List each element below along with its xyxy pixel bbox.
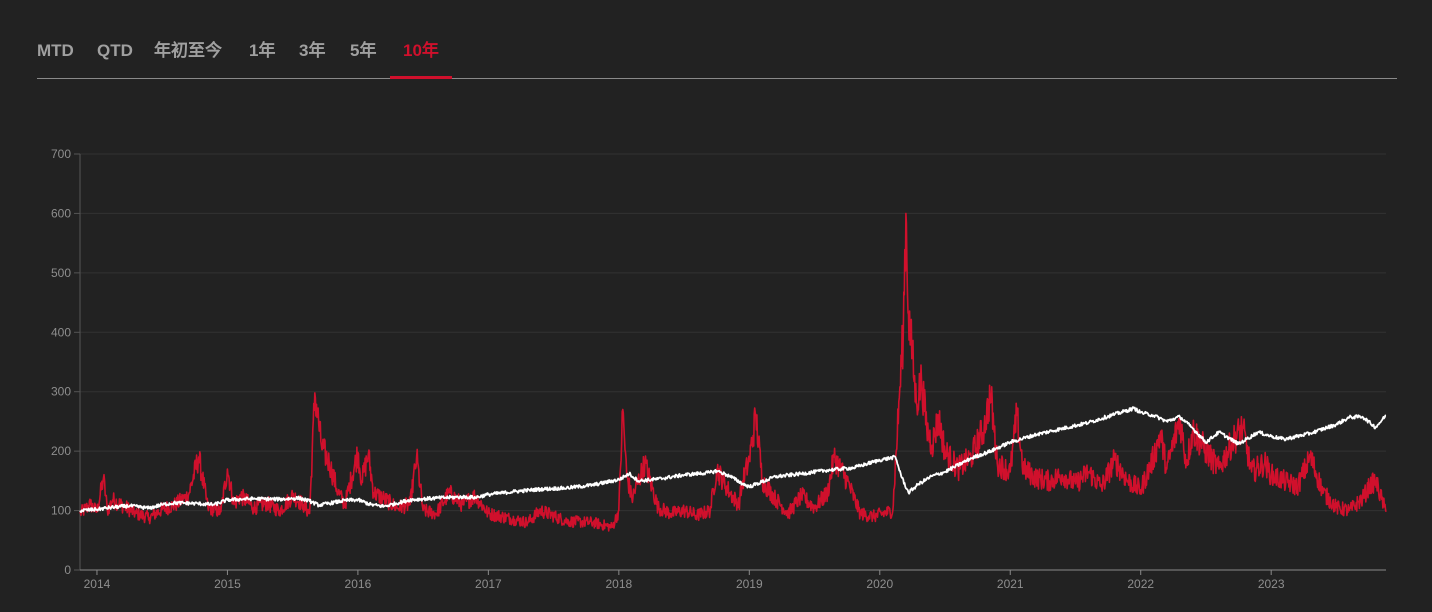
tab-label: 1年 — [249, 41, 276, 60]
y-tick-label: 600 — [51, 206, 71, 220]
tab-label: QTD — [97, 41, 133, 60]
series-line-white — [79, 406, 1387, 513]
active-tab-indicator — [390, 76, 452, 79]
y-tick-label: 400 — [51, 325, 71, 339]
y-tick-label: 500 — [51, 266, 71, 280]
tab-1y[interactable]: 1年 — [249, 34, 275, 78]
tab-5y[interactable]: 5年 — [350, 34, 376, 78]
x-tick-label: 2016 — [345, 577, 372, 591]
tab-3y[interactable]: 3年 — [299, 34, 325, 78]
tab-qtd[interactable]: QTD — [97, 34, 133, 78]
axes: 0 100 200 300 400 500 600 700 2014 2015 2016 2017 20… — [51, 147, 1386, 591]
tab-label: 年初至今 — [154, 41, 222, 60]
x-tick-label: 2020 — [866, 577, 893, 591]
tab-label: 5年 — [350, 41, 377, 60]
y-tick-label: 200 — [51, 444, 71, 458]
tab-ytd[interactable]: 年初至今 — [154, 34, 222, 78]
x-tick-label: 2015 — [214, 577, 241, 591]
x-tick-label: 2021 — [997, 577, 1024, 591]
tab-label: 10年 — [403, 41, 439, 60]
tab-label: 3年 — [299, 41, 326, 60]
grid — [80, 153, 1386, 512]
x-tick-label: 2022 — [1127, 577, 1154, 591]
y-tick-label: 700 — [51, 147, 71, 161]
y-tick-label: 100 — [51, 504, 71, 518]
series — [79, 212, 1387, 532]
tab-label: MTD — [37, 41, 74, 60]
x-tick-label: 2014 — [84, 577, 111, 591]
series-line-red — [79, 212, 1387, 532]
range-tabs: MTD QTD 年初至今 1年 3年 5年 10年 — [37, 34, 1397, 79]
tab-10y[interactable]: 10年 — [390, 34, 452, 79]
x-tick-label: 2023 — [1258, 577, 1285, 591]
y-tick-label: 300 — [51, 385, 71, 399]
x-tick-label: 2019 — [736, 577, 763, 591]
x-tick-label: 2018 — [605, 577, 632, 591]
x-tick-label: 2017 — [475, 577, 502, 591]
y-tick-label: 0 — [64, 563, 71, 577]
tab-mtd[interactable]: MTD — [37, 34, 74, 78]
